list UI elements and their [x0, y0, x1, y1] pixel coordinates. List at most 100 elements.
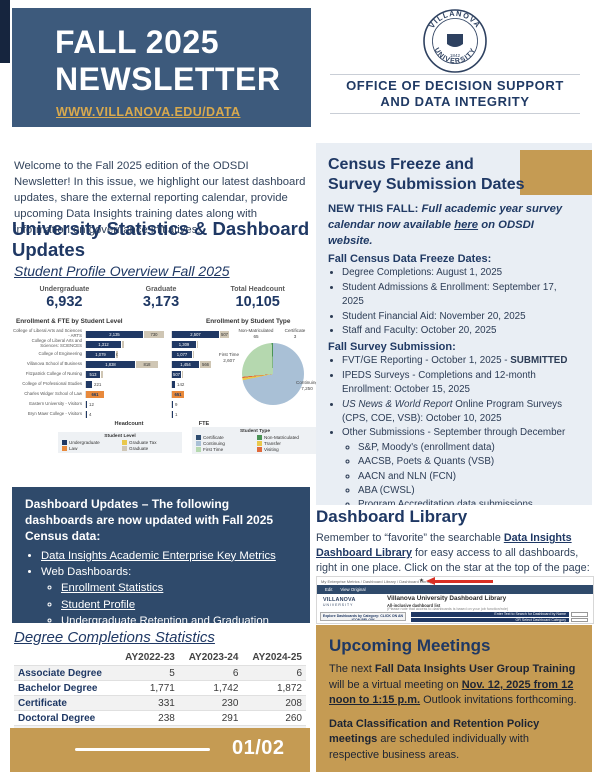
fte-panel: 1,309 [171, 340, 230, 348]
bar-value-label: 142 [177, 381, 185, 387]
census-heading-line1: Census Freeze and [328, 156, 474, 173]
bar-segment: 1,309 [172, 340, 196, 348]
table-cell: 331 [115, 695, 179, 711]
kpi-graduate: Graduate 3,173 [113, 286, 210, 310]
list-item: Undergraduate Retention and Graduation [61, 613, 297, 629]
screenshot-subtitle: All-inclusive dashboard list [387, 603, 441, 608]
kpi-value: 10,105 [235, 294, 280, 310]
bar-segment: 1,454 [172, 360, 199, 368]
link[interactable]: Enrollment Statistics [61, 582, 164, 595]
legend-swatch [122, 440, 127, 445]
bar-row: Bryn Mawr College - Visitors 4 1 [12, 409, 244, 419]
table-cell: Doctoral Degree [14, 710, 116, 726]
text-segment: are scheduled individually with respecti… [329, 733, 529, 762]
dashboard-updates-intro: Dashboard Updates – The following dashbo… [25, 497, 274, 544]
table-header-row: AY2022-23 AY2023-24 AY2024-25 [14, 651, 306, 666]
list-item: Student Profile [61, 597, 297, 613]
legend-item: Law [62, 446, 118, 451]
table-cell: 1,771 [115, 680, 179, 696]
fte-panel: 1,454 566 [171, 360, 230, 368]
list-item: Degree Completions [61, 629, 297, 645]
pie-callout: Certificate 3 [284, 328, 306, 339]
table-cell: Certificate [14, 695, 116, 711]
text-segment: NEW THIS FALL: [328, 203, 422, 215]
bar-row: College of Professional Studies 221 142 [12, 379, 244, 389]
legend-label: First Time [203, 447, 224, 452]
table-row: Bachelor Degree 1,771 1,742 1,872 [14, 680, 306, 696]
bar-row-label: College of Liberal Arts and Sciences - A… [12, 328, 82, 338]
bar-value-label: 4 [89, 411, 92, 417]
text-segment: S&P, Moody's (enrollment data) [358, 441, 495, 453]
dashboard-library-heading: Dashboard Library [316, 507, 468, 526]
link[interactable]: Degree Completions [61, 631, 164, 644]
upcoming-meetings-heading: Upcoming Meetings [329, 636, 491, 655]
link[interactable]: Student Profile [61, 598, 136, 611]
link[interactable]: Data Insights Academic Enterprise Key Me… [41, 549, 276, 562]
kpi-label: Total Headcount [230, 286, 285, 293]
bar-segment-secondary: 818 [136, 360, 158, 368]
legend-label: Law [69, 446, 78, 451]
table-header-cell [14, 651, 115, 666]
text-segment: Outlook invitations forthcoming. [420, 694, 577, 707]
table-cell: 291 [178, 710, 243, 726]
legend-label: Certificate [203, 435, 224, 440]
student-profile-link[interactable]: Student Profile Overview Fall 2025 [14, 263, 230, 279]
bar-row-label: Eastern University - Visitors [29, 400, 82, 406]
bar-row: Fitzpatrick College of Nursing 513 507 [12, 369, 244, 379]
table-cell: Associate Degree [14, 665, 116, 681]
degree-completions-link[interactable]: Degree Completions Statistics [14, 629, 215, 646]
newsletter-title: FALL 2025 NEWSLETTER [55, 24, 280, 98]
survey-submission-list: FVT/GE Reporting - October 1, 2025 - SUB… [342, 354, 580, 505]
legend-title: Student Type [239, 429, 271, 434]
bar-segment: 1,077 [172, 350, 192, 358]
website-link[interactable]: WWW.VILLANOVA.EDU/DATA [56, 105, 241, 119]
text-segment: SUBMITTED [510, 355, 568, 367]
wordmark-line1: VILLANOVA [323, 597, 356, 603]
bar-segment: 1,312 [86, 340, 121, 348]
table-cell: 6 [242, 665, 306, 681]
text-segment: Online Program Surveys (CPS, COE, VSB): … [342, 398, 562, 424]
corner-accent-stripe [0, 0, 10, 63]
legend-item: Non-Matriculated [257, 435, 314, 440]
text-segment: on ODSDI website. [328, 218, 534, 247]
bar-value-label: 1 [175, 411, 178, 417]
list-item: US News & World Report Online Program Su… [342, 398, 580, 427]
org-name-line1: OFFICE OF DECISION SUPPORT [346, 78, 564, 93]
kpi-undergraduate: Undergraduate 6,932 [16, 286, 113, 310]
text-segment: Nov. 12, 2025 from 12 noon to 1:15 p.m. [329, 678, 574, 707]
legend-grid: Undergraduate Law Graduate Tax Graduate [62, 440, 178, 451]
bar-segment [86, 400, 87, 408]
legend-item: Continuing [196, 441, 253, 446]
pie-callout: First Time 2,607 [218, 352, 240, 363]
view-original-button: View Original [340, 587, 366, 592]
student-profile-dashboard-image: Undergraduate 6,932 Graduate 3,173 Total Hea… [12, 284, 318, 482]
bar-segment: 651 [172, 390, 184, 398]
headcount-panel: 221 [85, 380, 164, 388]
legend-label: Transfer [264, 441, 281, 446]
link[interactable]: Data Insights Dashboard Library [316, 532, 572, 559]
legend-item: Graduate Tax [122, 440, 178, 445]
link[interactable]: here [454, 218, 479, 231]
bar-row-label: College of Engineering [38, 350, 82, 356]
freeze-dates-list: Degree Completions: August 1, 2025 Studen… [342, 266, 580, 338]
screenshot-body: VILLANOVA UNIVERSITY Villanova Universit… [317, 594, 593, 611]
list-item: Degree Completions: August 1, 2025 [342, 266, 580, 280]
bar-segment-secondary [193, 350, 194, 358]
kpi-row: Undergraduate 6,932 Graduate 3,173 Total Hea… [16, 286, 306, 310]
bar-segment-secondary [101, 370, 103, 378]
bar-chart-title: Enrollment & FTE by Student Level [16, 318, 123, 325]
freeze-dates-heading: Fall Census Data Freeze Dates: [328, 253, 492, 266]
bar-value-label: 221 [94, 381, 102, 387]
category-box: Explore Dashboards by Category: CLICK ON… [320, 612, 406, 621]
favorite-star-icon: ★ [419, 578, 424, 584]
stats-section-heading: University Statistics & Dashboard Update… [12, 218, 310, 260]
fte-panel: 1,077 [171, 350, 230, 358]
text-segment: will be a virtual meeting on [329, 678, 462, 691]
legend-swatch [196, 447, 201, 452]
bar-segment-secondary: 91 [116, 350, 118, 358]
text-segment: Other Submissions - September through De… [342, 427, 566, 439]
table-cell: 5 [115, 665, 179, 681]
bar-row: Villanova School of Business 1,838 818 1,45… [12, 359, 244, 369]
link[interactable]: Undergraduate Retention and Graduation [61, 615, 269, 628]
search-input [571, 612, 588, 617]
